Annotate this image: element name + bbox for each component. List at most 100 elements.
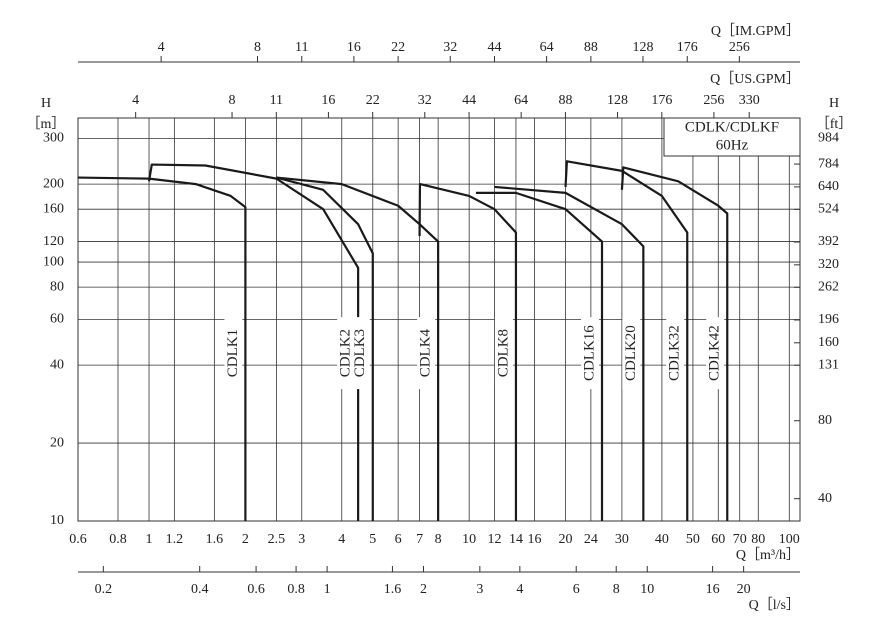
y2-tick-label: 640: [818, 179, 839, 194]
x-tick-label: 60: [711, 532, 725, 547]
x-tick-label: 1.6: [206, 532, 224, 547]
x-tick-label: 16: [321, 93, 335, 108]
x-tick-label: 3: [476, 582, 483, 597]
x-tick-label: 88: [584, 40, 598, 55]
x-axis-label: Q［IM.GPM］: [711, 23, 800, 39]
x-tick-label: 330: [739, 93, 760, 108]
y2-tick-label: 40: [818, 491, 832, 506]
curve: [77, 176, 247, 521]
series-label: CDLK4: [418, 328, 434, 377]
x-tick-label: 0.6: [69, 532, 87, 547]
x-tick-label: 50: [686, 532, 700, 547]
x-tick-label: 10: [462, 532, 476, 547]
x-tick-label: 44: [462, 93, 476, 108]
y2-tick-label: 80: [818, 413, 832, 428]
x-tick-label: 24: [584, 532, 598, 547]
x-tick-label: 4: [158, 40, 165, 55]
x-tick-label: 11: [295, 40, 308, 55]
x-tick-label: 16: [706, 582, 720, 597]
label-bg: [581, 317, 600, 390]
x-tick-label: 176: [651, 93, 672, 108]
x-tick-label: 0.4: [191, 582, 209, 597]
label-bg: [494, 317, 513, 390]
x-tick-label: 8: [435, 532, 442, 547]
series-label: CDLK8: [495, 329, 511, 377]
y2-tick-label: 262: [818, 280, 839, 295]
x-tick-label: 0.8: [287, 582, 305, 597]
y-tick-label: 300: [43, 131, 64, 146]
y2-tick-label: 784: [818, 156, 839, 171]
x-tick-label: 128: [632, 40, 653, 55]
x-tick-label: 64: [540, 40, 554, 55]
x-tick-label: 20: [559, 532, 573, 547]
x-tick-label: 44: [488, 40, 502, 55]
x-tick-label: 32: [418, 93, 432, 108]
x-tick-label: 2: [420, 582, 427, 597]
series-label: CDLK42: [707, 325, 723, 381]
series-label: CDLK20: [623, 325, 639, 381]
y2-tick-label: 524: [818, 202, 839, 217]
x-tick-label: 64: [514, 93, 528, 108]
y-tick-label: 10: [50, 513, 64, 528]
x-tick-label: 4: [132, 93, 139, 108]
curve: [564, 160, 689, 521]
x-tick-label: 1.2: [166, 532, 184, 547]
annotation: CDLK/CDLKF: [685, 119, 779, 135]
label-bg: [706, 317, 725, 390]
y-axis-label: H: [41, 96, 51, 111]
x-tick-label: 20: [737, 582, 751, 597]
x-tick-label: 88: [558, 93, 572, 108]
x-tick-label: 1: [324, 582, 331, 597]
label-bg: [337, 317, 356, 390]
x-tick-label: 128: [607, 93, 628, 108]
x-tick-label: 6: [395, 532, 402, 547]
x-tick-label: 0.8: [109, 532, 127, 547]
curve: [276, 176, 374, 521]
x-tick-label: 6: [573, 582, 580, 597]
x-tick-label: 10: [640, 582, 654, 597]
x-tick-label: 5: [369, 532, 376, 547]
y2-axis-label: H: [829, 96, 839, 111]
x-tick-label: 22: [391, 40, 405, 55]
x-tick-label: 2.5: [268, 532, 286, 547]
label-bg: [224, 317, 243, 390]
x-tick-label: 11: [270, 93, 283, 108]
curve: [276, 176, 440, 521]
y-tick-label: 80: [50, 279, 64, 294]
annotation: 60Hz: [716, 137, 749, 153]
x-tick-label: 7: [416, 532, 423, 547]
x-tick-label: 14: [509, 532, 523, 547]
series-label: CDLK1: [225, 329, 241, 377]
x-tick-label: 1: [146, 532, 153, 547]
x-tick-label: 8: [613, 582, 620, 597]
x-tick-label: 256: [703, 93, 724, 108]
series-label: CDLK16: [581, 325, 597, 381]
x-tick-label: 12: [488, 532, 502, 547]
y2-axis-label: ［ft］: [816, 116, 853, 132]
x-tick-label: 0.2: [95, 582, 113, 597]
x-tick-label: 80: [751, 532, 765, 547]
x-tick-label: 30: [615, 532, 629, 547]
x-tick-label: 1.6: [384, 582, 402, 597]
x-tick-label: 70: [733, 532, 747, 547]
label-bg: [351, 317, 370, 390]
x-tick-label: 22: [366, 93, 380, 108]
x-tick-label: 8: [254, 40, 261, 55]
y-tick-label: 60: [50, 312, 64, 327]
curve: [494, 185, 645, 521]
y-tick-label: 20: [50, 435, 64, 450]
y2-tick-label: 160: [818, 335, 839, 350]
x-tick-label: 256: [729, 40, 750, 55]
x-tick-label: 32: [443, 40, 457, 55]
y2-tick-label: 392: [818, 234, 839, 249]
x-tick-label: 16: [528, 532, 542, 547]
y-axis-label: ［m］: [27, 116, 66, 132]
series-label: CDLK2: [338, 329, 354, 377]
curve: [475, 191, 604, 521]
y2-tick-label: 320: [818, 257, 839, 272]
y2-tick-label: 131: [818, 357, 839, 372]
x-tick-label: 100: [779, 532, 800, 547]
x-tick-label: 3: [298, 532, 305, 547]
y-tick-label: 40: [50, 357, 64, 372]
